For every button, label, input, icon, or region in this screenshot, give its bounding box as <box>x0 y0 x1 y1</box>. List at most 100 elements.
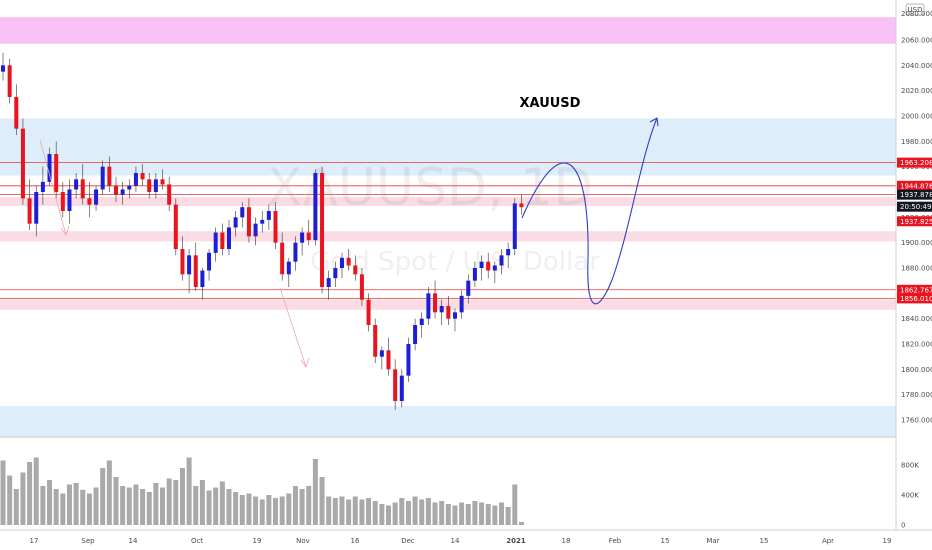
price-tag-label: 1937.878 <box>900 191 932 199</box>
date-tick-label: Nov <box>296 537 310 545</box>
candle-body <box>207 252 212 271</box>
volume-bar <box>13 489 19 525</box>
volume-bar <box>226 489 232 525</box>
volume-bar <box>53 489 59 525</box>
candle-body <box>359 274 364 300</box>
candle-body <box>506 249 511 256</box>
faint-arrow-1 <box>39 139 67 236</box>
volume-bar <box>266 495 272 525</box>
date-tick-label: Mar <box>706 537 719 545</box>
candle-body <box>80 179 85 199</box>
candle-body <box>433 293 438 313</box>
volume-bar <box>253 496 259 525</box>
candle-body <box>47 154 52 182</box>
price-tick-label: 1760.000 <box>901 417 932 425</box>
candle-body <box>260 219 265 224</box>
candle-body <box>366 299 371 325</box>
date-tick-label: Apr <box>822 537 834 545</box>
volume-bar <box>179 468 185 525</box>
candle-body <box>386 350 391 370</box>
candle-body <box>326 278 331 287</box>
candle-body <box>147 179 152 192</box>
price-tick-label: 1840.000 <box>901 315 932 323</box>
volume-bar <box>339 496 345 525</box>
date-tick-label: 16 <box>351 537 360 545</box>
volume-bar <box>33 457 39 525</box>
candle-body <box>173 204 178 249</box>
candle-body <box>74 179 79 190</box>
candle-body <box>113 185 118 195</box>
price-tag-label: 1856.010 <box>900 295 932 303</box>
candle-body <box>140 173 145 180</box>
candle-body <box>439 306 444 313</box>
volume-axis: 800K 400K 0 <box>901 462 919 530</box>
candle-body <box>419 318 424 325</box>
volume-bar <box>439 501 445 525</box>
forecast-curve[interactable] <box>521 117 658 305</box>
candle-body <box>406 344 411 376</box>
candle-body <box>273 211 278 243</box>
price-tag-label: 1944.876 <box>900 182 932 190</box>
zone-4 <box>0 299 896 310</box>
volume-bar <box>100 468 106 525</box>
volume-bar <box>7 475 13 525</box>
candle-body <box>213 232 218 253</box>
volume-bar <box>485 504 491 525</box>
date-tick-label: 15 <box>661 537 670 545</box>
candle-body <box>87 198 92 205</box>
candle-body <box>479 261 484 268</box>
candle-body <box>512 203 517 249</box>
candle-body <box>306 232 311 241</box>
candle-body <box>100 166 105 190</box>
candle-body <box>200 270 205 287</box>
volume-bar <box>392 502 398 525</box>
volume-bar <box>219 481 225 525</box>
candlestick-series <box>1 52 524 410</box>
volume-bar <box>133 484 139 525</box>
volume-bar <box>405 501 411 525</box>
date-axis[interactable]: 17 Sep 14 Oct 19 Nov 16 Dec 14 2021 18 Feb 15 Mar 15 Ap… <box>30 537 892 545</box>
volume-bar <box>60 493 66 525</box>
volume-bar <box>452 505 458 525</box>
candle-body <box>472 268 477 281</box>
candle-body <box>320 173 325 287</box>
currency-badge[interactable] <box>905 3 925 16</box>
candle-body <box>127 185 132 190</box>
currency-label: USD <box>908 6 923 14</box>
candle-body <box>1 65 5 72</box>
candle-body <box>393 369 398 401</box>
volume-bar <box>346 499 352 525</box>
faint-arrow-1-head <box>60 225 70 236</box>
candle-body <box>426 293 431 319</box>
price-tag-label: 20:50:49 <box>900 203 931 211</box>
date-tick-label: 17 <box>30 537 39 545</box>
candle-body <box>60 192 65 211</box>
candle-body <box>446 306 451 319</box>
volume-bar <box>113 477 119 525</box>
candle-body <box>486 261 491 271</box>
candle-body <box>286 261 291 275</box>
volume-bar <box>239 495 245 525</box>
faint-arrow-2 <box>279 287 307 368</box>
volume-bar <box>432 502 438 525</box>
volume-bar <box>140 489 146 525</box>
volume-bar <box>479 502 485 525</box>
volume-bar <box>80 489 86 525</box>
date-tick-label: Dec <box>401 537 415 545</box>
candle-body <box>499 255 504 266</box>
volume-histogram <box>0 457 524 525</box>
candle-body <box>14 97 19 129</box>
candle-body <box>187 255 192 275</box>
price-tag-2 <box>897 189 932 200</box>
candle-body <box>34 192 39 224</box>
candle-body <box>300 232 305 243</box>
volume-bar <box>233 492 239 525</box>
price-tick-top: 2080.000 <box>901 10 932 18</box>
candle-body <box>167 184 172 205</box>
volume-bar <box>332 498 338 525</box>
candle-body <box>313 173 318 241</box>
volume-bar <box>120 486 126 525</box>
price-tag-label: 1963.208 <box>900 159 932 167</box>
price-axis[interactable]: 2060.000 2040.000 2020.000 2000.000 1980.000… <box>901 37 932 425</box>
